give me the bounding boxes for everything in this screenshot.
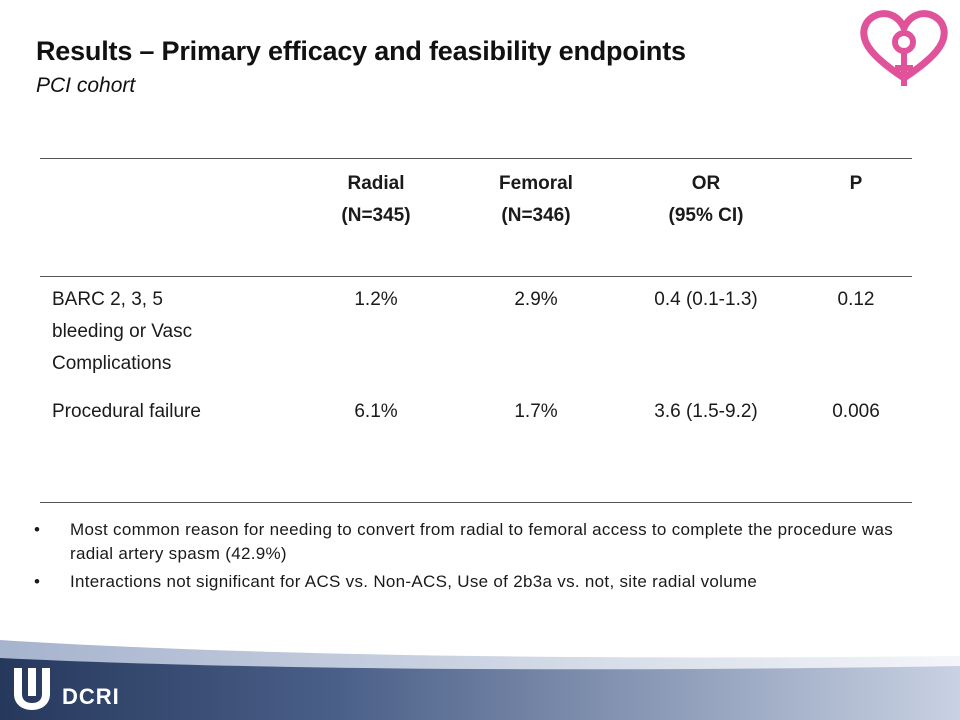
table-row-label: BARC 2, 3, 5 bleeding or Vasc Complicati… xyxy=(52,289,193,374)
dcri-logo-text: DCRI xyxy=(62,684,120,709)
table-bottom-rule xyxy=(40,502,912,503)
bullet-text: Most common reason for needing to conver… xyxy=(70,520,894,563)
table-cell: 3.6 (1.5-9.2) xyxy=(654,401,758,422)
column-header-radial: Radial (N=345) xyxy=(341,173,411,226)
column-header-p: P xyxy=(849,173,863,194)
bullet-text: Interactions not significant for ACS vs.… xyxy=(70,572,758,591)
heart-female-symbol-icon xyxy=(860,10,948,86)
table-cell: 0.4 (0.1-1.3) xyxy=(654,289,758,310)
table-cell: 1.2% xyxy=(354,289,398,310)
slide-title: Results – Primary efficacy and feasibili… xyxy=(36,36,686,66)
slide-subtitle: PCI cohort xyxy=(36,74,136,97)
table-cell: 0.006 xyxy=(832,401,880,422)
table-cell: 1.7% xyxy=(514,401,558,422)
table-cell: 2.9% xyxy=(514,289,558,310)
footer-band xyxy=(0,640,960,720)
table-cell: 6.1% xyxy=(354,401,398,422)
table-header-rule xyxy=(40,276,912,277)
bullet-marker: • xyxy=(34,520,41,539)
table-row-label: Procedural failure xyxy=(52,401,201,422)
duke-logo-icon xyxy=(14,668,50,710)
bullet-item: • Most common reason for needing to conv… xyxy=(34,518,934,566)
table-cell: 0.12 xyxy=(837,289,875,310)
table-top-rule xyxy=(40,158,912,159)
column-header-or: OR (95% CI) xyxy=(668,173,744,226)
bullet-marker: • xyxy=(34,572,41,591)
bullet-item: • Interactions not significant for ACS v… xyxy=(34,570,934,594)
bullet-list: • Most common reason for needing to conv… xyxy=(34,518,934,598)
column-header-femoral: Femoral (N=346) xyxy=(499,173,573,226)
